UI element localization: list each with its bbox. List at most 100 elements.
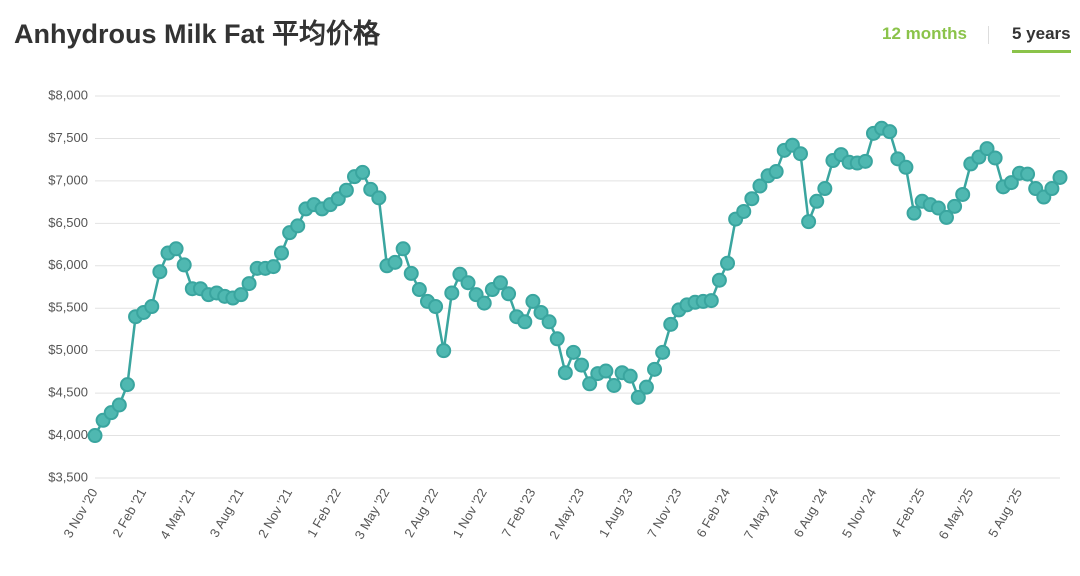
point (1052, 169, 1068, 185)
x-tick-label: 4 May '21 (157, 486, 198, 542)
x-tick-label: 5 Nov '24 (839, 486, 879, 541)
point (938, 209, 954, 225)
y-tick-label: $4,500 (48, 385, 88, 400)
x-tick-label: 2 May '23 (546, 486, 587, 542)
point (176, 257, 192, 273)
chart-title: Anhydrous Milk Fat 平均价格 (14, 19, 381, 49)
point (703, 293, 719, 309)
x-tick-label: 4 Feb '25 (888, 486, 928, 540)
point (436, 343, 452, 359)
point (541, 314, 557, 330)
x-tick-label: 6 May '25 (935, 486, 976, 542)
point (533, 304, 549, 320)
x-tick-label: 3 Aug '21 (207, 486, 247, 540)
y-tick-label: $7,500 (48, 130, 88, 145)
x-tick-label: 2 Feb '21 (109, 486, 149, 540)
x-tick-label: 3 May '22 (352, 486, 393, 542)
point (947, 198, 963, 214)
point (1003, 175, 1019, 191)
x-tick-label: 1 Nov '22 (450, 486, 490, 541)
line (93, 126, 1062, 437)
y-tick-label: $6,500 (48, 215, 88, 230)
point (898, 159, 914, 175)
x-tick-label: 5 Aug '25 (985, 486, 1025, 540)
point (768, 164, 784, 180)
point (606, 377, 622, 393)
point (1044, 181, 1060, 197)
point (395, 241, 411, 257)
point (290, 218, 306, 234)
point (428, 299, 444, 315)
point (622, 368, 638, 384)
point (355, 164, 371, 180)
point (241, 276, 257, 292)
point (557, 365, 573, 381)
y-tick-label: $7,000 (48, 172, 88, 187)
point (638, 379, 654, 395)
point (476, 295, 492, 311)
point (87, 428, 103, 444)
point (930, 200, 946, 216)
point (711, 272, 727, 288)
point (663, 316, 679, 332)
x-tick-label: 2 Nov '21 (255, 486, 295, 541)
point (598, 363, 614, 379)
tab-active[interactable]: 5 years (1012, 24, 1071, 53)
point (882, 124, 898, 140)
point (809, 193, 825, 209)
point (574, 357, 590, 373)
y-tick-label: $8,000 (48, 87, 88, 102)
point (338, 182, 354, 198)
x-tick-label: 1 Aug '23 (596, 486, 636, 540)
point (111, 397, 127, 413)
point (492, 275, 508, 291)
point (736, 203, 752, 219)
separator (988, 26, 989, 44)
x-tick-label: 3 Nov '20 (60, 486, 100, 541)
point (168, 241, 184, 257)
y-tick-label: $6,000 (48, 257, 88, 272)
point (274, 245, 290, 261)
point (720, 255, 736, 271)
x-tick-label: 1 Feb '22 (304, 486, 344, 540)
point (647, 361, 663, 377)
x-tick-label: 2 Aug '22 (401, 486, 441, 540)
point (817, 181, 833, 197)
point (403, 265, 419, 281)
point (371, 190, 387, 206)
y-tick-label: $5,500 (48, 300, 88, 315)
point (1020, 166, 1036, 182)
point (525, 293, 541, 309)
x-tick-label: 7 Nov '23 (644, 486, 684, 541)
point (857, 153, 873, 169)
point (955, 186, 971, 202)
point (387, 254, 403, 270)
y-tick-label: $3,500 (48, 469, 88, 484)
tab[interactable]: 12 months (882, 24, 968, 43)
point (793, 146, 809, 162)
point (752, 178, 768, 194)
point (411, 282, 427, 298)
x-tick-label: 7 May '24 (741, 486, 782, 542)
point (152, 264, 168, 280)
point (549, 331, 565, 347)
point (744, 191, 760, 207)
point (565, 344, 581, 360)
y-tick-label: $4,000 (48, 427, 88, 442)
point (265, 259, 281, 275)
y-tick-label: $5,000 (48, 342, 88, 357)
point (501, 286, 517, 302)
point (444, 285, 460, 301)
point (655, 344, 671, 360)
point (119, 377, 135, 393)
point (630, 389, 646, 405)
point (233, 287, 249, 303)
point (906, 205, 922, 221)
point (144, 299, 160, 315)
x-tick-label: 6 Aug '24 (791, 486, 831, 540)
point (582, 376, 598, 392)
point (460, 275, 476, 291)
x-tick-label: 7 Feb '23 (499, 486, 539, 540)
